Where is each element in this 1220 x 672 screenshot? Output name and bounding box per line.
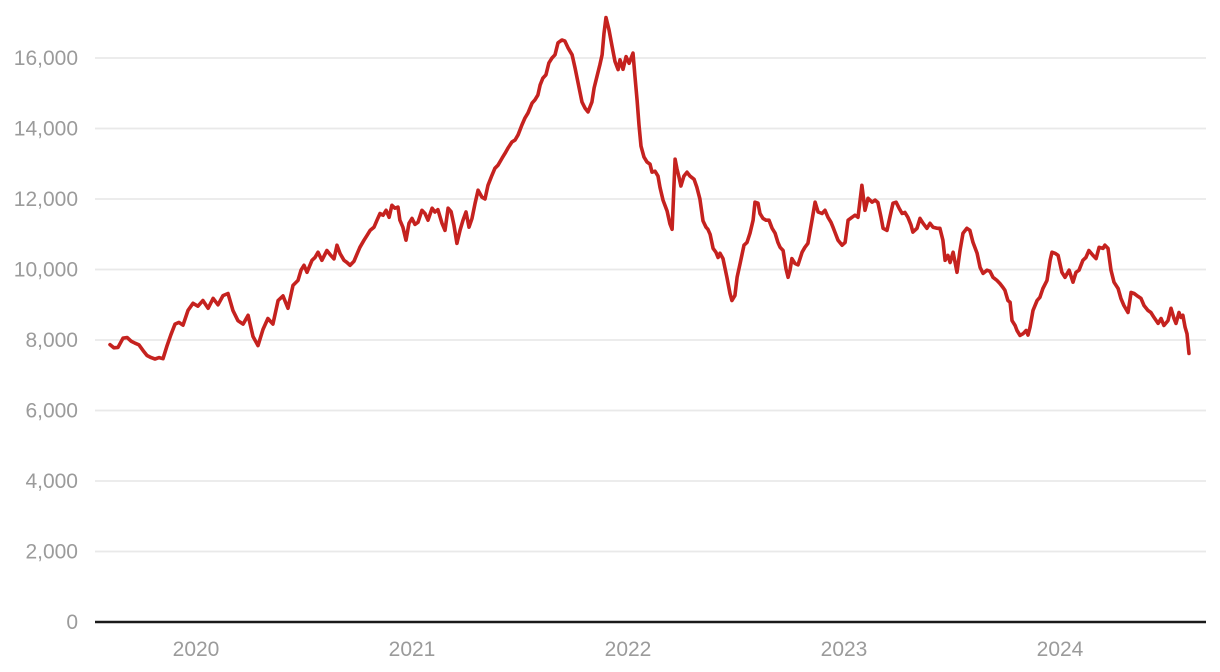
x-axis-tick-label: 2024 (1037, 638, 1084, 661)
x-axis-tick-label: 2021 (389, 638, 436, 661)
y-axis-tick-label: 0 (66, 611, 78, 634)
x-axis-tick-label: 2023 (821, 638, 868, 661)
y-axis-tick-label: 2,000 (25, 541, 78, 564)
y-axis-tick-label: 14,000 (14, 118, 78, 141)
x-axis-tick-label: 2022 (605, 638, 652, 661)
y-axis-tick-label: 8,000 (25, 329, 78, 352)
y-axis-tick-label: 10,000 (14, 259, 78, 282)
x-axis-tick-label: 2020 (173, 638, 220, 661)
y-axis-tick-label: 12,000 (14, 188, 78, 211)
y-axis-tick-label: 4,000 (25, 470, 78, 493)
y-axis-tick-label: 6,000 (25, 400, 78, 423)
y-axis-tick-label: 16,000 (14, 47, 78, 70)
price-line (108, 15, 1191, 361)
